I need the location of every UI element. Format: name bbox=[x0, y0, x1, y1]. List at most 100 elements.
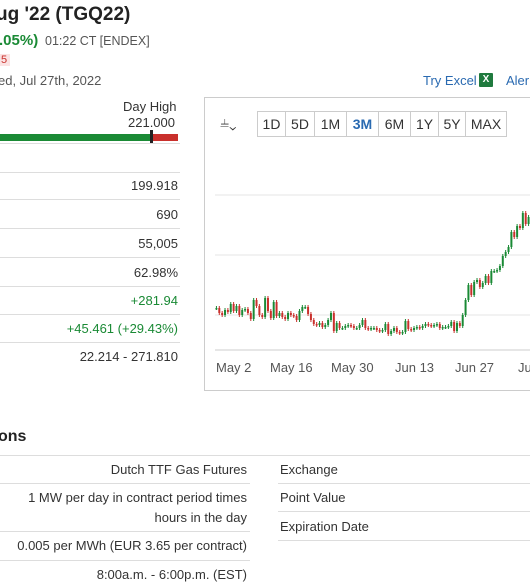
candle-body bbox=[352, 326, 355, 328]
range-3m-button[interactable]: 3M bbox=[346, 111, 379, 137]
candle-body bbox=[435, 324, 438, 326]
candle-body bbox=[261, 315, 264, 317]
stat-value: 199.918 bbox=[131, 178, 178, 193]
candle-body bbox=[275, 302, 278, 316]
stat-value: 55,005 bbox=[138, 236, 178, 251]
candle-body bbox=[252, 300, 255, 319]
chart-type-icon[interactable]: ⫨⌄ bbox=[220, 114, 237, 131]
candle-body bbox=[504, 252, 507, 256]
change-badge: 5 bbox=[0, 54, 11, 66]
x-tick-label: Ju bbox=[518, 360, 530, 375]
alert-link[interactable]: Aler bbox=[506, 73, 530, 88]
candle-body bbox=[464, 300, 467, 315]
candle-body bbox=[433, 325, 436, 327]
candle-body bbox=[249, 313, 252, 319]
candle-body bbox=[321, 323, 324, 327]
candle-body bbox=[453, 322, 456, 331]
candle-body bbox=[375, 328, 378, 330]
stat-row: 690 bbox=[0, 200, 180, 229]
candle-body bbox=[284, 317, 287, 319]
candle-body bbox=[476, 280, 479, 282]
candle-body bbox=[381, 330, 384, 332]
page-title: ug '22 (TGQ22) bbox=[0, 4, 131, 25]
divider bbox=[0, 531, 250, 532]
change-percent: .05%) bbox=[0, 32, 39, 49]
range-6m-button[interactable]: 6M bbox=[378, 111, 411, 137]
spec-value: Dutch TTF Gas Futures bbox=[110, 462, 247, 477]
candle-body bbox=[324, 325, 327, 327]
range-1d-button[interactable]: 1D bbox=[257, 111, 286, 137]
candle-body bbox=[264, 298, 267, 317]
candle-body bbox=[510, 232, 513, 247]
candle-body bbox=[266, 298, 269, 311]
candle-body bbox=[246, 309, 249, 313]
candle-body bbox=[269, 311, 272, 318]
x-tick-label: Jun 13 bbox=[395, 360, 434, 375]
range-5y-button[interactable]: 5Y bbox=[438, 111, 466, 137]
excel-icon[interactable]: X bbox=[479, 73, 493, 87]
candle-body bbox=[498, 266, 501, 270]
divider bbox=[278, 483, 530, 484]
candle-body bbox=[470, 285, 473, 295]
candle-body bbox=[438, 324, 441, 328]
range-5d-button[interactable]: 5D bbox=[285, 111, 315, 137]
candle-body bbox=[390, 331, 393, 334]
candle-body bbox=[295, 316, 298, 320]
candle-body bbox=[395, 328, 398, 332]
candle-body bbox=[441, 327, 444, 329]
candle-body bbox=[278, 313, 281, 316]
candle-body bbox=[358, 325, 361, 328]
x-tick-label: May 16 bbox=[270, 360, 313, 375]
try-excel-link[interactable]: Try Excel bbox=[423, 73, 477, 88]
candle-body bbox=[218, 308, 221, 313]
candle-body bbox=[458, 323, 461, 326]
candle-body bbox=[521, 213, 524, 228]
divider bbox=[278, 511, 530, 512]
candle-body bbox=[501, 256, 504, 266]
candle-body bbox=[312, 320, 315, 324]
candle-body bbox=[484, 276, 487, 283]
candle-body bbox=[224, 310, 227, 315]
x-tick-label: May 2 bbox=[216, 360, 251, 375]
range-max-button[interactable]: MAX bbox=[465, 111, 507, 137]
candle-body bbox=[221, 313, 224, 315]
candle-body bbox=[318, 323, 321, 325]
candle-body bbox=[272, 302, 275, 318]
candle-body bbox=[424, 324, 427, 326]
stat-row: 55,005 bbox=[0, 229, 180, 258]
candle-body bbox=[298, 311, 301, 320]
range-1m-button[interactable]: 1M bbox=[314, 111, 347, 137]
chart-panel bbox=[204, 97, 530, 391]
candle-body bbox=[327, 320, 330, 325]
candle-body bbox=[341, 328, 344, 330]
candle-body bbox=[378, 330, 381, 332]
candle-body bbox=[292, 315, 295, 317]
candle-body bbox=[347, 325, 350, 327]
day-range-bar-low bbox=[0, 134, 152, 141]
candle-body bbox=[418, 327, 421, 329]
stat-value: +281.94 bbox=[130, 293, 178, 308]
candle-body bbox=[478, 280, 481, 287]
candle-body bbox=[350, 325, 353, 327]
range-1y-button[interactable]: 1Y bbox=[410, 111, 439, 137]
divider bbox=[0, 560, 250, 561]
candle-body bbox=[304, 307, 307, 309]
day-high-value: 221.000 bbox=[128, 115, 175, 130]
candle-body bbox=[444, 327, 447, 329]
candle-body bbox=[384, 324, 387, 330]
candle-body bbox=[447, 326, 450, 328]
candle-body bbox=[413, 328, 416, 330]
candle-body bbox=[524, 213, 527, 224]
candle-body bbox=[387, 324, 390, 334]
candle-body bbox=[415, 327, 418, 329]
candle-body bbox=[229, 304, 232, 312]
candle-body bbox=[241, 310, 244, 315]
candle-body bbox=[401, 332, 404, 334]
stat-value: 62.98% bbox=[133, 265, 178, 280]
candle-body bbox=[496, 270, 499, 272]
candle-body bbox=[516, 226, 519, 237]
candle-body bbox=[289, 313, 292, 315]
candle-body bbox=[372, 328, 375, 330]
quote-time: 01:22 CT [ENDEX] bbox=[45, 34, 150, 48]
candle-body bbox=[315, 324, 318, 326]
